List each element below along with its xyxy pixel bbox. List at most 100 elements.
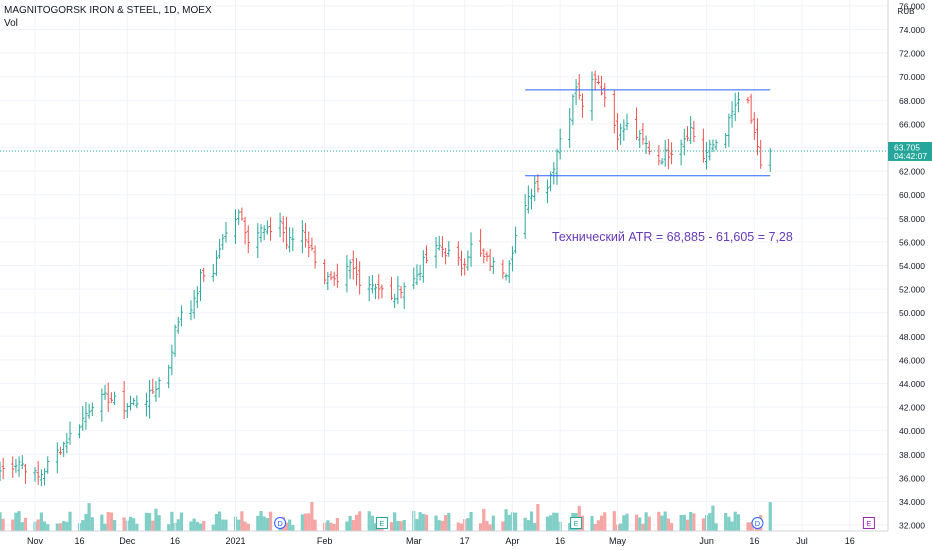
volume-bar xyxy=(202,521,206,531)
volume-bar xyxy=(46,524,50,531)
volume-indicator-label[interactable]: Vol xyxy=(4,18,18,29)
ohlc-bar xyxy=(58,446,63,455)
ohlc-bar xyxy=(198,268,203,302)
ohlc-bar xyxy=(593,70,597,91)
volume-bar xyxy=(440,520,445,531)
volume-bar xyxy=(443,515,448,531)
price-tick-label: 42.000 xyxy=(899,403,925,413)
ohlc-bar xyxy=(326,271,330,291)
ohlc-bar xyxy=(396,276,400,305)
price-tick-label: 70.000 xyxy=(899,72,925,82)
ohlc-bar xyxy=(622,119,626,141)
ohlc-bar xyxy=(224,222,228,243)
ohlc-bar xyxy=(46,456,50,474)
volume-bar xyxy=(749,522,753,531)
volume-bar xyxy=(90,517,94,531)
price-tick-label: 58.000 xyxy=(899,214,925,224)
price-tick-label: 40.000 xyxy=(899,426,925,436)
ohlc-bar xyxy=(233,209,238,244)
ohlc-bar xyxy=(399,286,403,299)
ohlc-bar xyxy=(68,421,72,445)
last-price-tag xyxy=(888,141,932,161)
price-tick-label: 50.000 xyxy=(899,308,925,318)
time-tick-label: Apr xyxy=(505,536,519,546)
volume-bar xyxy=(622,515,626,531)
event-marker-label: E xyxy=(574,519,579,528)
ohlc-bar xyxy=(638,130,642,148)
volume-bar xyxy=(256,515,260,531)
volume-bar xyxy=(393,512,397,531)
volume-bar xyxy=(590,516,594,531)
ohlc-bar xyxy=(504,273,508,281)
ohlc-bar xyxy=(144,392,149,417)
volume-bar xyxy=(144,512,149,531)
ohlc-bar xyxy=(14,458,18,473)
ohlc-bar xyxy=(692,120,696,143)
volume-bar xyxy=(370,515,374,531)
volume-bar xyxy=(593,524,597,531)
ohlc-bar xyxy=(157,377,161,398)
ohlc-bar xyxy=(380,284,384,299)
ohlc-bar xyxy=(354,258,359,286)
volume-bar xyxy=(0,512,2,531)
volume-bar xyxy=(310,501,314,531)
ohlc-bar xyxy=(724,133,728,149)
ohlc-bar xyxy=(288,227,292,253)
ohlc-bar xyxy=(243,216,247,245)
ohlc-bar xyxy=(81,406,85,431)
ohlc-bar xyxy=(33,466,37,482)
ohlc-bar xyxy=(211,263,215,282)
volume-bar xyxy=(424,514,429,531)
volume-bar xyxy=(482,508,486,531)
ohlc-bar xyxy=(443,247,448,265)
ohlc-bar xyxy=(689,116,693,145)
ohlc-bar xyxy=(549,171,553,192)
volume-bar xyxy=(434,515,438,531)
ohlc-bar xyxy=(345,255,349,293)
ohlc-bar xyxy=(704,141,709,170)
volume-bar xyxy=(663,511,667,531)
ohlc-bar xyxy=(1,457,5,480)
volume-bar xyxy=(211,524,215,531)
volume-bar xyxy=(176,519,180,531)
ohlc-bar xyxy=(262,225,266,241)
volume-bar xyxy=(265,518,269,531)
ohlc-bar xyxy=(555,148,559,185)
volume-bar xyxy=(135,523,139,531)
ohlc-bar xyxy=(418,264,422,281)
ohlc-bar xyxy=(36,461,40,485)
volume-bar xyxy=(552,512,556,531)
last-price-value: 63.705 xyxy=(894,142,920,152)
volume-bar xyxy=(501,521,505,531)
ohlc-bar xyxy=(759,139,763,169)
volume-bar xyxy=(106,512,110,531)
ohlc-bar xyxy=(634,107,639,141)
volume-bar xyxy=(485,520,489,531)
ohlc-bar xyxy=(278,212,282,238)
price-tick-label: 44.000 xyxy=(899,379,925,389)
ohlc-bar xyxy=(214,250,219,276)
event-marker-label: D xyxy=(277,519,283,528)
ohlc-bar xyxy=(170,344,174,376)
volume-bar xyxy=(262,516,266,531)
volume-bar xyxy=(237,519,241,531)
volume-bar xyxy=(568,523,572,531)
ohlc-bar xyxy=(596,75,600,85)
volume-bar xyxy=(373,523,378,531)
ohlc-bar xyxy=(351,250,355,280)
price-axis-currency: RUB xyxy=(898,7,915,16)
volume-bar xyxy=(507,514,511,531)
volume-bar xyxy=(17,511,21,531)
price-tick-label: 38.000 xyxy=(899,450,925,460)
volume-bar xyxy=(682,514,686,531)
time-tick-label: 16 xyxy=(555,536,565,546)
event-marker-label: E xyxy=(379,519,384,528)
ohlc-bar xyxy=(106,382,110,412)
volume-bar xyxy=(284,522,289,531)
volume-bar xyxy=(348,515,352,531)
volume-bar xyxy=(536,503,540,531)
ohlc-bar xyxy=(412,267,416,290)
time-tick-label: Nov xyxy=(27,536,44,546)
volume-bar xyxy=(459,523,464,531)
